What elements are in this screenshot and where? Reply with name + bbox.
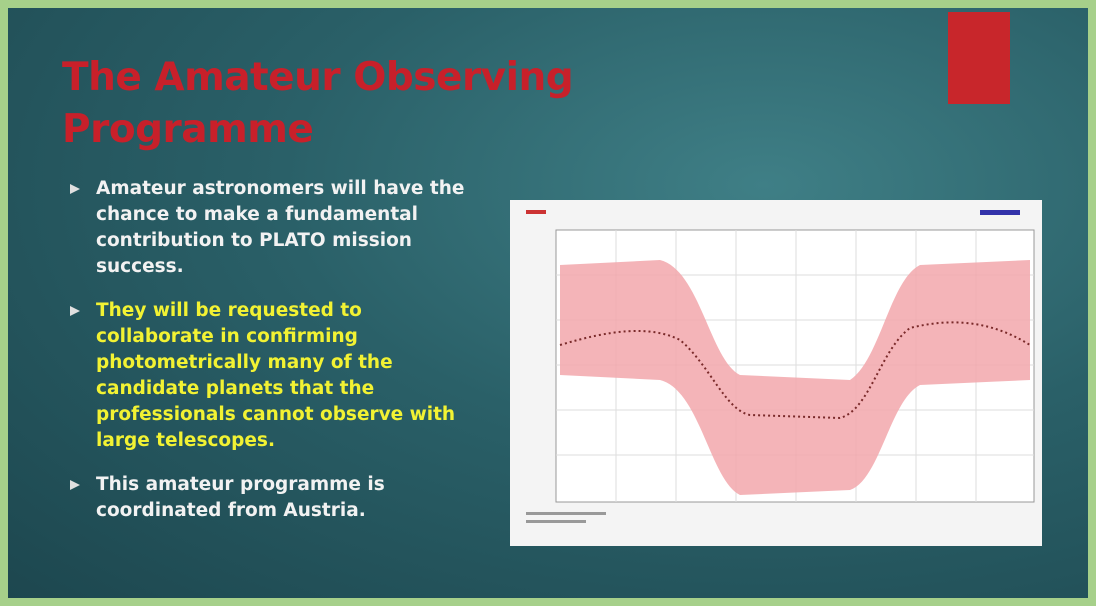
- bullet: They will be requested to collaborate in…: [66, 298, 486, 454]
- light-curve-image: [510, 200, 1042, 546]
- bullet: This amateur programme is coordinated fr…: [66, 472, 486, 524]
- slide-title: The Amateur Observing Programme: [62, 55, 574, 152]
- accent-bar: [948, 12, 1010, 104]
- bullet-list: Amateur astronomers will have the chance…: [66, 176, 486, 542]
- bullet: Amateur astronomers will have the chance…: [66, 176, 486, 280]
